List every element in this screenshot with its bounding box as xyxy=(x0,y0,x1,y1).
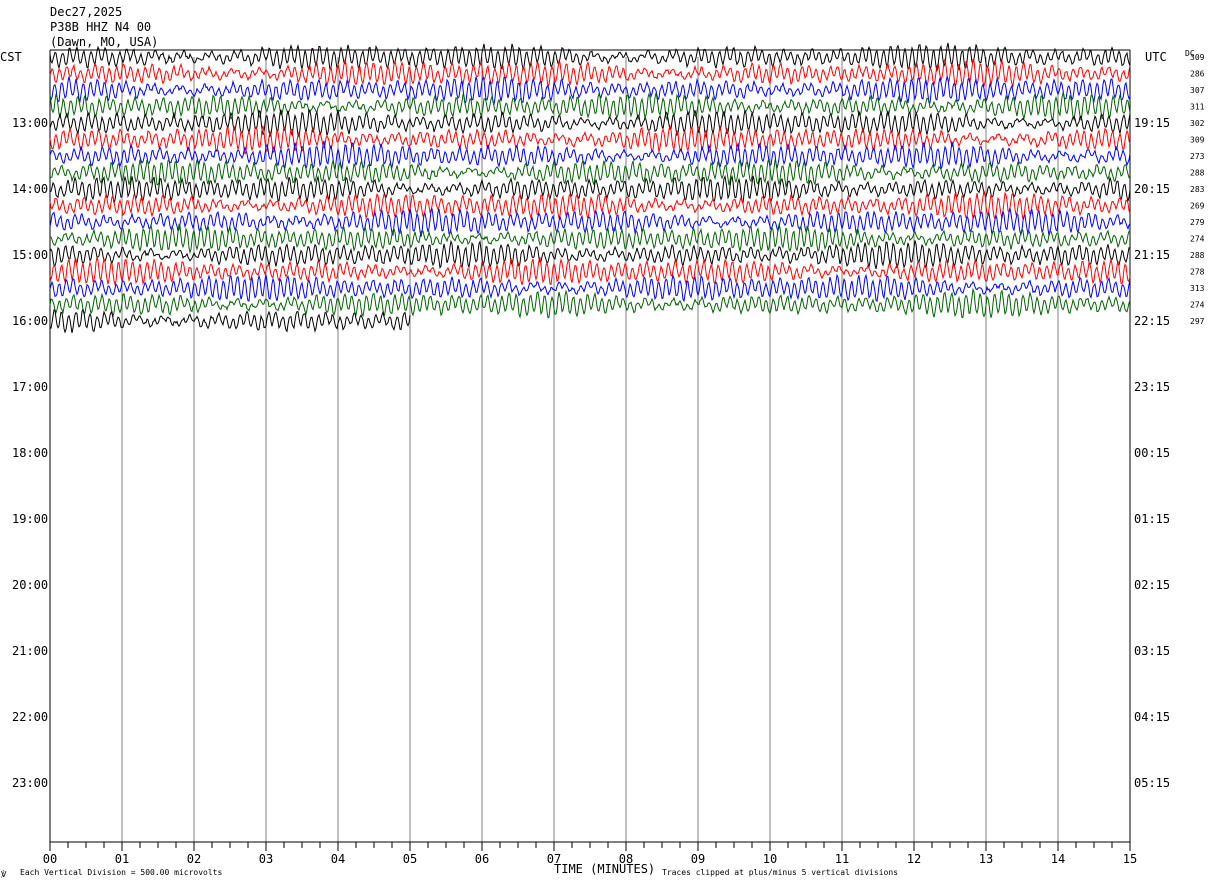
seismic-trace xyxy=(49,207,1131,237)
header-location: (Dawn, MO, USA) xyxy=(50,35,159,49)
seismic-trace xyxy=(49,190,1131,221)
scale-note: Each Vertical Division = 500.00 microvol… xyxy=(20,868,223,877)
corner-mark: ℣ xyxy=(1,870,7,879)
dc-offset-label: 309 xyxy=(1190,53,1205,62)
seismic-trace xyxy=(49,124,1131,155)
seismic-trace xyxy=(49,140,1131,171)
hour-label-utc: 00:15 xyxy=(1134,446,1170,460)
x-axis-label: TIME (MINUTES) xyxy=(554,862,656,876)
seismic-trace xyxy=(49,174,1131,205)
dc-offset-label: 311 xyxy=(1190,103,1205,112)
hour-label-utc: 04:15 xyxy=(1134,710,1170,724)
hour-label-local: 21:00 xyxy=(12,644,48,658)
hour-label-local: 14:00 xyxy=(12,182,48,196)
dc-offset-labels: 309 286 307 311 302 309 273 288 283 269 279 274 288 2… xyxy=(1190,53,1205,326)
header-date: Dec27,2025 xyxy=(50,5,123,19)
dc-offset-label: 274 xyxy=(1190,235,1205,244)
seismic-trace xyxy=(49,158,1131,189)
hour-label-utc: 23:15 xyxy=(1134,380,1170,394)
dc-offset-label: 269 xyxy=(1190,202,1205,211)
hour-label-utc: 22:15 xyxy=(1134,314,1170,328)
x-tick-label: 00 xyxy=(43,852,57,866)
seismic-trace xyxy=(49,42,1131,73)
dc-offset-label: 278 xyxy=(1190,268,1205,277)
x-tick-label: 03 xyxy=(259,852,273,866)
hour-label-utc: 20:15 xyxy=(1134,182,1170,196)
x-tick-label: 09 xyxy=(691,852,705,866)
x-tick-label: 14 xyxy=(1051,852,1065,866)
x-tick-label: 05 xyxy=(403,852,417,866)
seismic-trace xyxy=(49,308,411,334)
seismic-trace xyxy=(49,287,1131,319)
clip-note: Traces clipped at plus/minus 5 vertical … xyxy=(662,868,899,877)
hour-label-local: 13:00 xyxy=(12,116,48,130)
hour-label-local: 17:00 xyxy=(12,380,48,394)
x-tick-label: 10 xyxy=(763,852,777,866)
dc-offset-label: 307 xyxy=(1190,86,1205,95)
dc-offset-label: 286 xyxy=(1190,70,1205,79)
hour-label-local: 22:00 xyxy=(12,710,48,724)
x-tick-label: 11 xyxy=(835,852,849,866)
dc-offset-label: 297 xyxy=(1190,317,1205,326)
right-zone-label: UTC xyxy=(1145,50,1167,64)
dc-offset-label: 274 xyxy=(1190,301,1205,310)
dc-offset-label: 302 xyxy=(1190,119,1205,128)
x-axis: 00 01 02 03 04 05 06 07 08 09 10 11 12 13 14 15 xyxy=(43,841,1137,866)
seismic-trace xyxy=(49,222,1131,255)
dc-offset-label: 309 xyxy=(1190,136,1205,145)
hour-label-utc: 05:15 xyxy=(1134,776,1170,790)
left-zone-label: CST xyxy=(0,50,22,64)
seismic-traces xyxy=(49,42,1131,334)
hour-label-utc: 03:15 xyxy=(1134,644,1170,658)
hour-label-utc: 21:15 xyxy=(1134,248,1170,262)
seismic-trace xyxy=(49,75,1131,107)
hour-labels: 13:00 19:15 14:00 20:15 15:00 21:15 16:00 22:15… xyxy=(12,116,1170,790)
hour-label-utc: 19:15 xyxy=(1134,116,1170,130)
header-station: P38B HHZ N4 00 xyxy=(50,20,152,34)
x-tick-label: 13 xyxy=(979,852,993,866)
dc-offset-label: 288 xyxy=(1190,251,1205,260)
dc-offset-label: 283 xyxy=(1190,185,1205,194)
hour-label-local: 16:00 xyxy=(12,314,48,328)
seismic-trace xyxy=(49,255,1131,287)
hour-label-local: 18:00 xyxy=(12,446,48,460)
x-tick-label: 04 xyxy=(331,852,345,866)
dc-offset-label: 279 xyxy=(1190,218,1205,227)
dc-header: DC xyxy=(1185,49,1195,58)
x-tick-label: 12 xyxy=(907,852,921,866)
x-tick-label: 02 xyxy=(187,852,201,866)
hour-label-local: 15:00 xyxy=(12,248,48,262)
seismic-trace xyxy=(49,239,1130,270)
hour-label-local: 20:00 xyxy=(12,578,48,592)
x-tick-label: 01 xyxy=(115,852,129,866)
hour-label-local: 19:00 xyxy=(12,512,48,526)
x-tick-label: 07 xyxy=(547,852,561,866)
hour-label-utc: 01:15 xyxy=(1134,512,1170,526)
x-tick-label: 15 xyxy=(1123,852,1137,866)
dc-offset-label: 313 xyxy=(1190,284,1205,293)
seismic-trace xyxy=(49,91,1131,122)
dc-offset-label: 273 xyxy=(1190,152,1205,161)
seismic-trace xyxy=(49,108,1131,139)
seismic-trace xyxy=(49,273,1131,303)
dc-offset-label: 288 xyxy=(1190,169,1205,178)
hour-label-local: 23:00 xyxy=(12,776,48,790)
x-tick-label: 08 xyxy=(619,852,633,866)
hour-label-utc: 02:15 xyxy=(1134,578,1170,592)
seismic-trace xyxy=(49,57,1131,89)
x-tick-label: 06 xyxy=(475,852,489,866)
